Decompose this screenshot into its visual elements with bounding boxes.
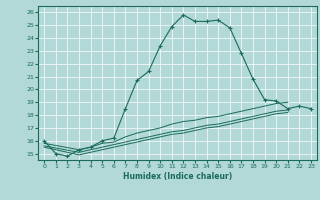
X-axis label: Humidex (Indice chaleur): Humidex (Indice chaleur) [123,172,232,181]
